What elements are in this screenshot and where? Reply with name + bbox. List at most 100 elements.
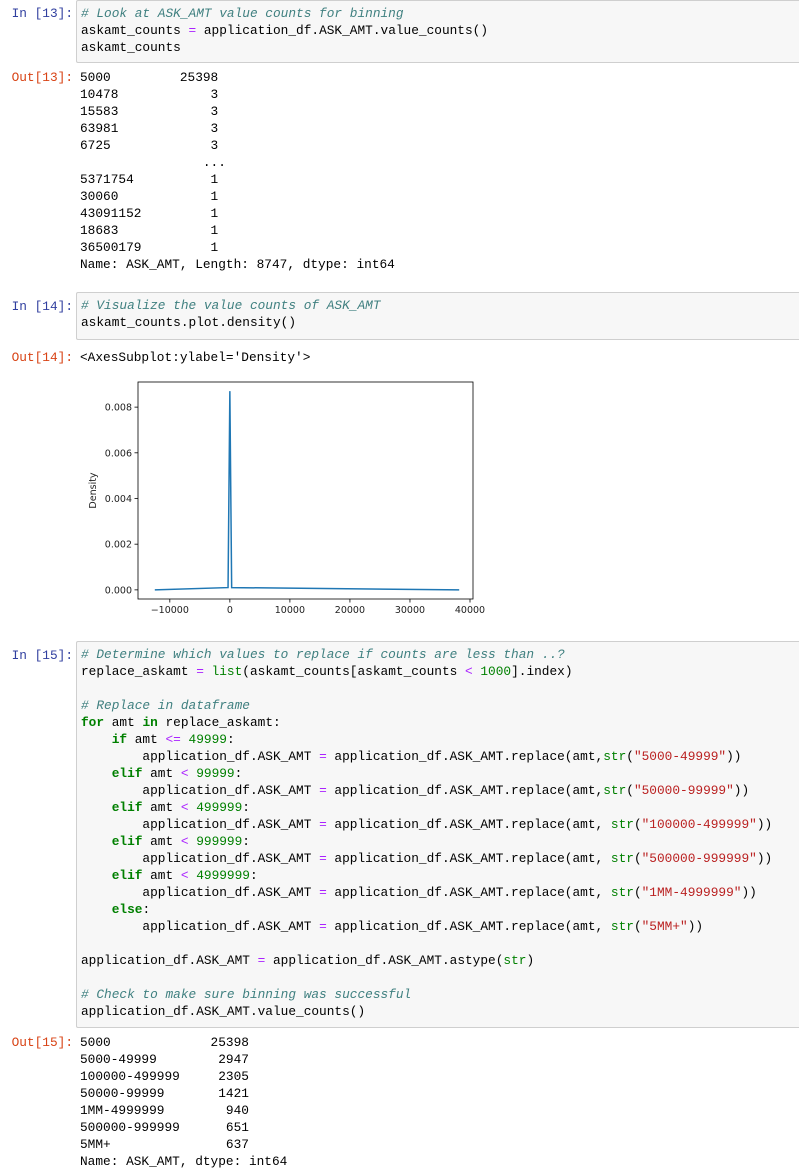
code-text xyxy=(81,800,112,815)
code-keyword: else xyxy=(111,902,143,917)
code-operator: = xyxy=(319,885,327,900)
code-operator: = xyxy=(319,919,327,934)
output-line: 36500179 1 xyxy=(80,240,219,255)
code-text: : xyxy=(242,800,250,815)
code-string: "100000-499999" xyxy=(641,817,757,832)
code-keyword: elif xyxy=(111,800,143,815)
output-line: 30060 1 xyxy=(80,189,219,204)
density-line xyxy=(154,391,460,591)
code-operator: = xyxy=(188,23,197,38)
output-14: <AxesSubplot:ylabel='Density'> xyxy=(80,349,310,366)
output-line: 5000 25398 xyxy=(80,1035,249,1050)
x-tick-label: 10000 xyxy=(275,605,305,616)
code-builtin: str xyxy=(610,919,634,934)
code-string: "50000-99999" xyxy=(633,783,734,798)
y-tick-label: 0.008 xyxy=(105,403,132,414)
code-number: 4999999 xyxy=(196,868,250,883)
code-line: elif amt < 999999: xyxy=(81,833,795,850)
code-text: replace_askamt xyxy=(81,664,197,679)
code-line xyxy=(81,935,795,952)
code-operator: < xyxy=(180,868,189,883)
code-text: )) xyxy=(733,783,750,798)
code-operator: <= xyxy=(165,732,181,747)
code-text: application_df.ASK_AMT xyxy=(81,851,320,866)
output-line: 500000-999999 651 xyxy=(80,1120,249,1135)
code-text: application_df.ASK_AMT.astype( xyxy=(265,953,504,968)
output-13: 5000 25398 10478 3 15583 3 63981 3 6725 3 ..… xyxy=(80,69,395,273)
code-text xyxy=(81,732,112,747)
code-builtin: str xyxy=(503,953,527,968)
code-line: application_df.ASK_AMT = application_df.… xyxy=(81,816,795,833)
code-line: # Determine which values to replace if c… xyxy=(81,646,795,663)
code-line: replace_askamt = list(askamt_counts[aska… xyxy=(81,663,795,680)
code-line: elif amt < 499999: xyxy=(81,799,795,816)
code-keyword: elif xyxy=(111,868,143,883)
code-text: ( xyxy=(633,885,642,900)
code-string: "5MM+" xyxy=(641,919,688,934)
code-operator: = xyxy=(319,749,327,764)
code-line: askamt_counts = application_df.ASK_AMT.v… xyxy=(81,22,795,39)
in-prompt-13: In [13]: xyxy=(11,6,73,21)
output-line: 18683 1 xyxy=(80,223,219,238)
code-line: # Look at ASK_AMT value counts for binni… xyxy=(81,5,795,22)
code-operator: < xyxy=(180,834,189,849)
code-text: ( xyxy=(633,817,642,832)
output-line: 15583 3 xyxy=(80,104,219,119)
code-text xyxy=(81,902,112,917)
code-text: amt xyxy=(127,732,166,747)
code-line: application_df.ASK_AMT = application_df.… xyxy=(81,952,795,969)
code-number: 99999 xyxy=(196,766,235,781)
x-tick-label: 30000 xyxy=(395,605,425,616)
code-cell-13[interactable]: # Look at ASK_AMT value counts for binni… xyxy=(76,0,799,63)
code-operator: < xyxy=(465,664,473,679)
y-tick-label: 0.000 xyxy=(105,585,132,596)
code-line xyxy=(81,680,795,697)
code-line: askamt_counts.plot.density() xyxy=(81,314,795,331)
code-text: (askamt_counts[askamt_counts xyxy=(242,664,465,679)
code-builtin: list xyxy=(211,664,243,679)
code-line: # Visualize the value counts of ASK_AMT xyxy=(81,297,795,314)
x-tick-label: 40000 xyxy=(455,605,485,616)
code-text: application_df.ASK_AMT.value_counts() xyxy=(196,23,489,38)
code-line xyxy=(81,969,795,986)
y-tick-label: 0.004 xyxy=(105,494,132,505)
output-15: 5000 25398 5000-49999 2947 100000-499999 2… xyxy=(80,1034,287,1170)
code-text: application_df.ASK_AMT.replace(amt, xyxy=(326,783,604,798)
output-line: 1MM-4999999 940 xyxy=(80,1103,249,1118)
output-line: 5000-49999 2947 xyxy=(80,1052,249,1067)
code-cell-15[interactable]: # Determine which values to replace if c… xyxy=(76,641,799,1028)
x-tick-label: 20000 xyxy=(335,605,365,616)
code-comment: # Check to make sure binning was success… xyxy=(81,987,412,1002)
code-text: ( xyxy=(626,783,634,798)
code-text xyxy=(204,664,212,679)
output-line: ... xyxy=(80,155,226,170)
code-text: application_df.ASK_AMT.replace(amt, xyxy=(326,919,611,934)
code-text: application_df.ASK_AMT xyxy=(81,885,320,900)
code-text: : xyxy=(142,902,151,917)
code-text: )) xyxy=(756,817,773,832)
chart-background xyxy=(80,370,500,620)
code-text: application_df.ASK_AMT.value_counts() xyxy=(81,1004,366,1019)
code-string: "500000-999999" xyxy=(641,851,757,866)
code-line: elif amt < 99999: xyxy=(81,765,795,782)
code-text: application_df.ASK_AMT xyxy=(81,783,320,798)
code-text: application_df.ASK_AMT.replace(amt, xyxy=(326,851,611,866)
code-cell-14[interactable]: # Visualize the value counts of ASK_AMT a… xyxy=(76,292,799,340)
code-comment: # Determine which values to replace if c… xyxy=(81,647,565,662)
density-plot: −10000 0 10000 20000 30000 40000 0.000 0.002 0.0… xyxy=(80,370,500,620)
code-line: for amt in replace_askamt: xyxy=(81,714,795,731)
out-prompt-15: Out[15]: xyxy=(11,1035,73,1050)
code-text: ( xyxy=(626,749,634,764)
code-text: application_df.ASK_AMT xyxy=(81,919,320,934)
output-line: 10478 3 xyxy=(80,87,219,102)
output-line: 5371754 1 xyxy=(80,172,219,187)
code-operator: = xyxy=(257,953,266,968)
code-keyword: elif xyxy=(111,834,143,849)
code-operator: < xyxy=(180,766,189,781)
code-builtin: str xyxy=(610,851,634,866)
code-builtin: str xyxy=(610,817,634,832)
code-string: "5000-49999" xyxy=(633,749,727,764)
code-text: application_df.ASK_AMT xyxy=(81,953,258,968)
code-text xyxy=(81,766,112,781)
code-text: )) xyxy=(687,919,704,934)
